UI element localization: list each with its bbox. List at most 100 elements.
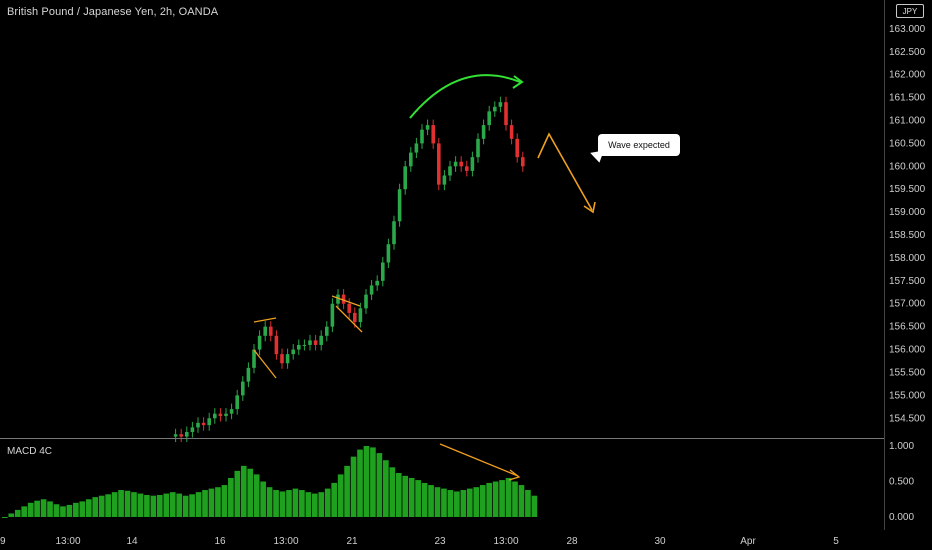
macd-bar [189, 494, 195, 517]
candle-body [386, 244, 391, 263]
macd-bar [144, 494, 150, 517]
macd-bar [350, 456, 357, 517]
macd-bar [505, 477, 512, 517]
macd-tick-label: 0.000 [889, 512, 914, 523]
candle-body [375, 280, 379, 286]
price-axis[interactable]: 163.000 162.500 162.000 161.500 161.000 160.5… [889, 24, 926, 424]
candle-body [437, 143, 441, 185]
macd-bar [124, 490, 131, 517]
price-tick-label: 156.000 [889, 345, 926, 356]
price-tick-label: 158.000 [889, 253, 926, 264]
time-axis[interactable]: 9 13:00 14 16 13:00 21 23 13:00 28 30 Apr 5 [0, 536, 839, 547]
candle-body [504, 102, 508, 126]
macd-bar [266, 487, 273, 517]
price-tick-label: 157.000 [889, 299, 926, 310]
macd-bar [273, 490, 279, 517]
macd-bar [441, 488, 447, 517]
candle-body [302, 344, 307, 346]
macd-tick-label: 0.500 [889, 477, 914, 488]
macd-bar [247, 468, 254, 517]
candle-body [179, 434, 183, 437]
price-tick-label: 161.500 [889, 93, 926, 104]
candle-body [207, 418, 211, 426]
macd-bar [331, 482, 338, 517]
price-tick-label: 157.500 [889, 276, 926, 287]
macd-tick-label: 1.000 [889, 441, 914, 452]
price-tick-label: 155.500 [889, 367, 926, 378]
price-tick-label: 163.000 [889, 24, 926, 35]
price-tick-label: 161.000 [889, 116, 926, 127]
macd-bar [383, 460, 389, 517]
candle-body [442, 175, 447, 185]
candle-body [392, 221, 396, 245]
candle-body [470, 157, 475, 171]
macd-bar [79, 501, 86, 517]
candle-body [465, 166, 469, 171]
candle-body [229, 409, 234, 414]
time-tick-label: 13:00 [273, 536, 298, 547]
candle-body [246, 367, 251, 382]
macd-bar [512, 481, 518, 517]
macd-bar [279, 491, 286, 517]
macd-bar [357, 449, 363, 517]
price-tick-label: 159.500 [889, 184, 926, 195]
green-curved-arrow [409, 74, 521, 119]
macd-bar [434, 487, 441, 517]
candle-body [414, 143, 419, 153]
candle-body [291, 349, 295, 355]
macd-bar [466, 488, 473, 517]
time-tick-label: 9 [0, 536, 6, 547]
candle-body [235, 395, 239, 410]
candle-body [280, 354, 284, 364]
candle-body [213, 413, 217, 419]
candle-body [218, 413, 223, 416]
candle-body [341, 294, 346, 304]
time-tick-label: 23 [434, 536, 446, 547]
macd-bar [215, 487, 221, 517]
macd-bar [47, 501, 53, 517]
currency-badge[interactable]: JPY [896, 4, 924, 18]
candle-body [274, 335, 279, 355]
time-tick-label: 28 [566, 536, 578, 547]
candle-body [521, 157, 525, 167]
macd-bar [137, 493, 144, 517]
price-tick-label: 162.500 [889, 47, 926, 58]
candle-body [325, 326, 329, 336]
macd-bar [234, 470, 241, 517]
macd-bar [53, 504, 60, 517]
macd-bar [156, 494, 163, 517]
macd-bar [518, 485, 525, 517]
macd-bar [531, 495, 538, 517]
time-tick-label: 21 [346, 536, 358, 547]
macd-bar [14, 509, 21, 517]
candlestick-series [173, 96, 525, 443]
wave-expected-callout: Wave expected [598, 134, 680, 156]
macd-bar [447, 490, 454, 517]
macd-bar [60, 506, 66, 517]
macd-bar [182, 495, 189, 517]
candle-body [313, 340, 318, 345]
macd-bar [260, 481, 266, 517]
macd-bar [228, 477, 234, 517]
candle-body [285, 354, 290, 364]
price-tick-label: 159.000 [889, 207, 926, 218]
macd-bar [98, 495, 105, 517]
macd-bar [286, 490, 292, 517]
candle-body [252, 349, 256, 368]
time-tick-label: 5 [833, 536, 839, 547]
candle-body [336, 294, 340, 304]
candle-body [420, 129, 424, 144]
orange-divergence-head [508, 469, 521, 481]
macd-bar [105, 494, 111, 517]
macd-bar [492, 481, 499, 517]
orange-divergence-line [439, 443, 519, 477]
time-tick-label: 14 [126, 536, 138, 547]
macd-bar [27, 502, 34, 517]
time-tick-label: 30 [654, 536, 666, 547]
price-tick-label: 160.500 [889, 138, 926, 149]
candle-body [476, 138, 480, 158]
macd-bar [118, 490, 124, 517]
macd-bar [21, 506, 28, 517]
macd-bar [40, 499, 47, 517]
